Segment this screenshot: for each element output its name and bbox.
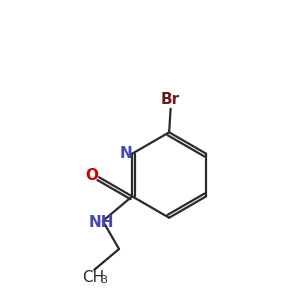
Text: NH: NH bbox=[88, 215, 114, 230]
Text: O: O bbox=[85, 168, 98, 183]
Text: CH: CH bbox=[82, 270, 104, 285]
Text: Br: Br bbox=[161, 92, 180, 107]
Text: 3: 3 bbox=[100, 275, 107, 285]
Text: N: N bbox=[119, 146, 132, 161]
